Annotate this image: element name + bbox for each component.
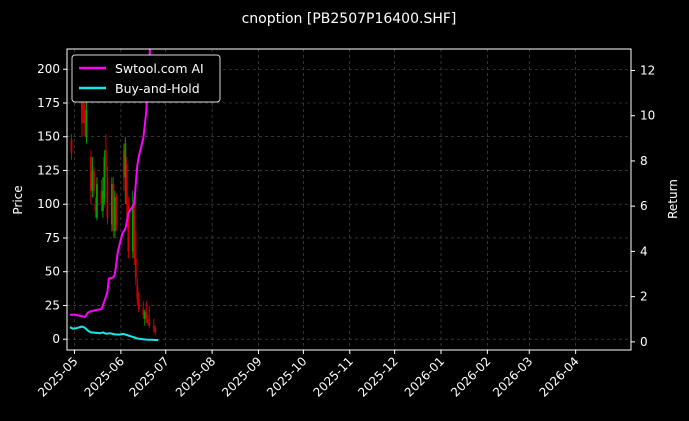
y-tick-label-left: 50 — [45, 265, 60, 279]
candle-body — [70, 139, 73, 153]
candle-body — [134, 258, 137, 279]
y-tick-label-left: 100 — [37, 197, 60, 211]
candle-body — [113, 197, 116, 232]
y-tick-label-right: 8 — [640, 154, 648, 168]
candle-body — [91, 170, 94, 191]
candle-body — [90, 156, 92, 191]
y-tick-label-left: 75 — [45, 231, 60, 245]
y-axis-label-right: Return — [666, 179, 680, 219]
candle-body — [152, 325, 155, 329]
legend-label-ai: Swtool.com AI — [115, 61, 204, 76]
candle-body — [148, 323, 151, 326]
candle-body — [96, 183, 98, 218]
candle-body — [93, 170, 95, 191]
plot-frame — [66, 48, 632, 351]
candle-body — [142, 309, 145, 315]
candle-body — [112, 183, 115, 232]
legend: Swtool.com AI Buy-and-Hold — [71, 54, 221, 103]
candle-body — [133, 204, 136, 259]
y-tick-label-right: 4 — [640, 244, 648, 258]
candle-body — [100, 190, 103, 205]
candle-body — [115, 197, 118, 225]
y-tick-label-right: 6 — [640, 199, 648, 213]
candle-body — [82, 102, 85, 110]
y-tick-label-left: 200 — [37, 62, 60, 76]
candle-body — [127, 204, 130, 252]
legend-box — [71, 54, 221, 103]
candle-body — [94, 204, 97, 211]
y-tick-label-left: 0 — [52, 332, 60, 346]
candle-body — [110, 183, 113, 225]
candle-body — [125, 163, 128, 205]
y-tick-label-right: 0 — [640, 335, 648, 349]
candle-body — [146, 318, 149, 324]
candle-body — [136, 285, 139, 299]
return-lines — [69, 49, 159, 341]
candle-body — [145, 312, 148, 319]
candle-body — [124, 143, 127, 178]
y-tick-label-right: 12 — [640, 63, 655, 77]
y-tick-label-right: 10 — [640, 109, 655, 123]
y-tick-label-left: 125 — [37, 163, 60, 177]
candle-body — [154, 328, 157, 333]
candle-body — [122, 150, 125, 178]
candle-body — [137, 298, 140, 310]
y-tick-label-left: 150 — [37, 130, 60, 144]
legend-label-hold: Buy-and-Hold — [115, 81, 200, 96]
candle-body — [84, 109, 86, 124]
candle-body — [143, 312, 146, 319]
y-tick-label-left: 175 — [37, 96, 60, 110]
y-axis-label-left: Price — [11, 185, 25, 214]
series-line-ai — [70, 49, 151, 318]
chart-title: cnoption [PB2507P16400.SHF] — [242, 11, 457, 27]
y-tick-label-right: 2 — [640, 290, 648, 304]
candle-body — [85, 109, 88, 137]
y-tick-label-left: 25 — [45, 298, 60, 312]
candle-body — [81, 82, 83, 124]
grid-lines — [67, 49, 631, 350]
candle-body — [102, 190, 104, 211]
series-line-hold — [69, 325, 159, 341]
candle-body — [131, 204, 134, 252]
candle-body — [106, 177, 109, 218]
candle-body — [103, 156, 106, 198]
candle-body — [104, 150, 107, 171]
